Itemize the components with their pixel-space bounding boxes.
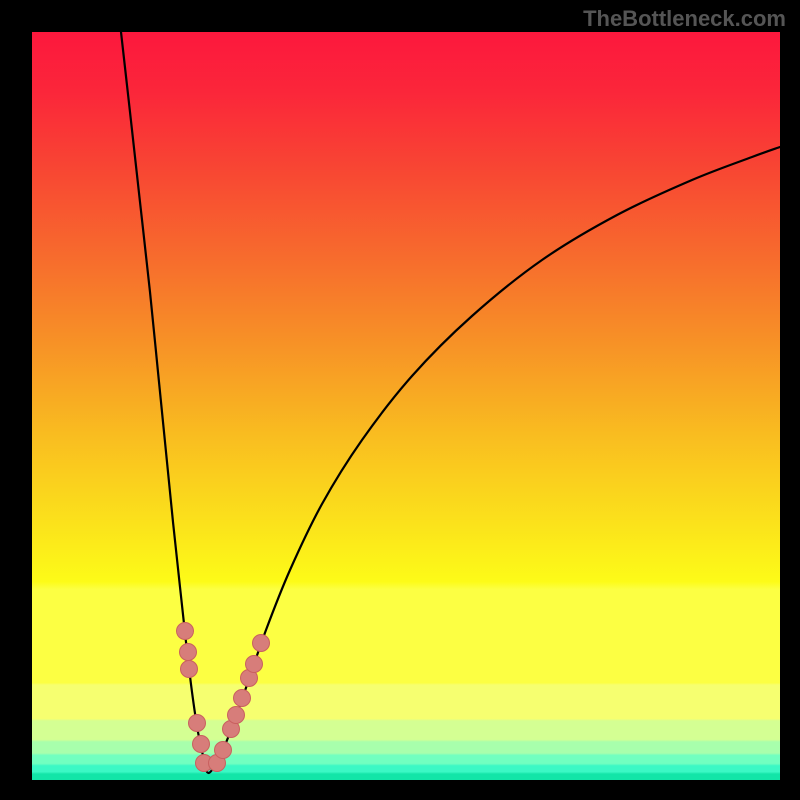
- data-marker: [189, 715, 206, 732]
- data-marker: [253, 635, 270, 652]
- data-marker: [228, 707, 245, 724]
- bottleneck-curve: [121, 32, 780, 773]
- data-marker: [181, 661, 198, 678]
- chart-root: TheBottleneck.com: [0, 0, 800, 800]
- data-marker: [193, 736, 210, 753]
- plot-area: [32, 32, 780, 780]
- curve-layer: [32, 32, 780, 780]
- data-marker: [177, 623, 194, 640]
- data-marker: [180, 644, 197, 661]
- watermark-text: TheBottleneck.com: [583, 6, 786, 32]
- data-marker: [234, 690, 251, 707]
- marker-group: [177, 623, 270, 772]
- data-marker: [246, 656, 263, 673]
- data-marker: [215, 742, 232, 759]
